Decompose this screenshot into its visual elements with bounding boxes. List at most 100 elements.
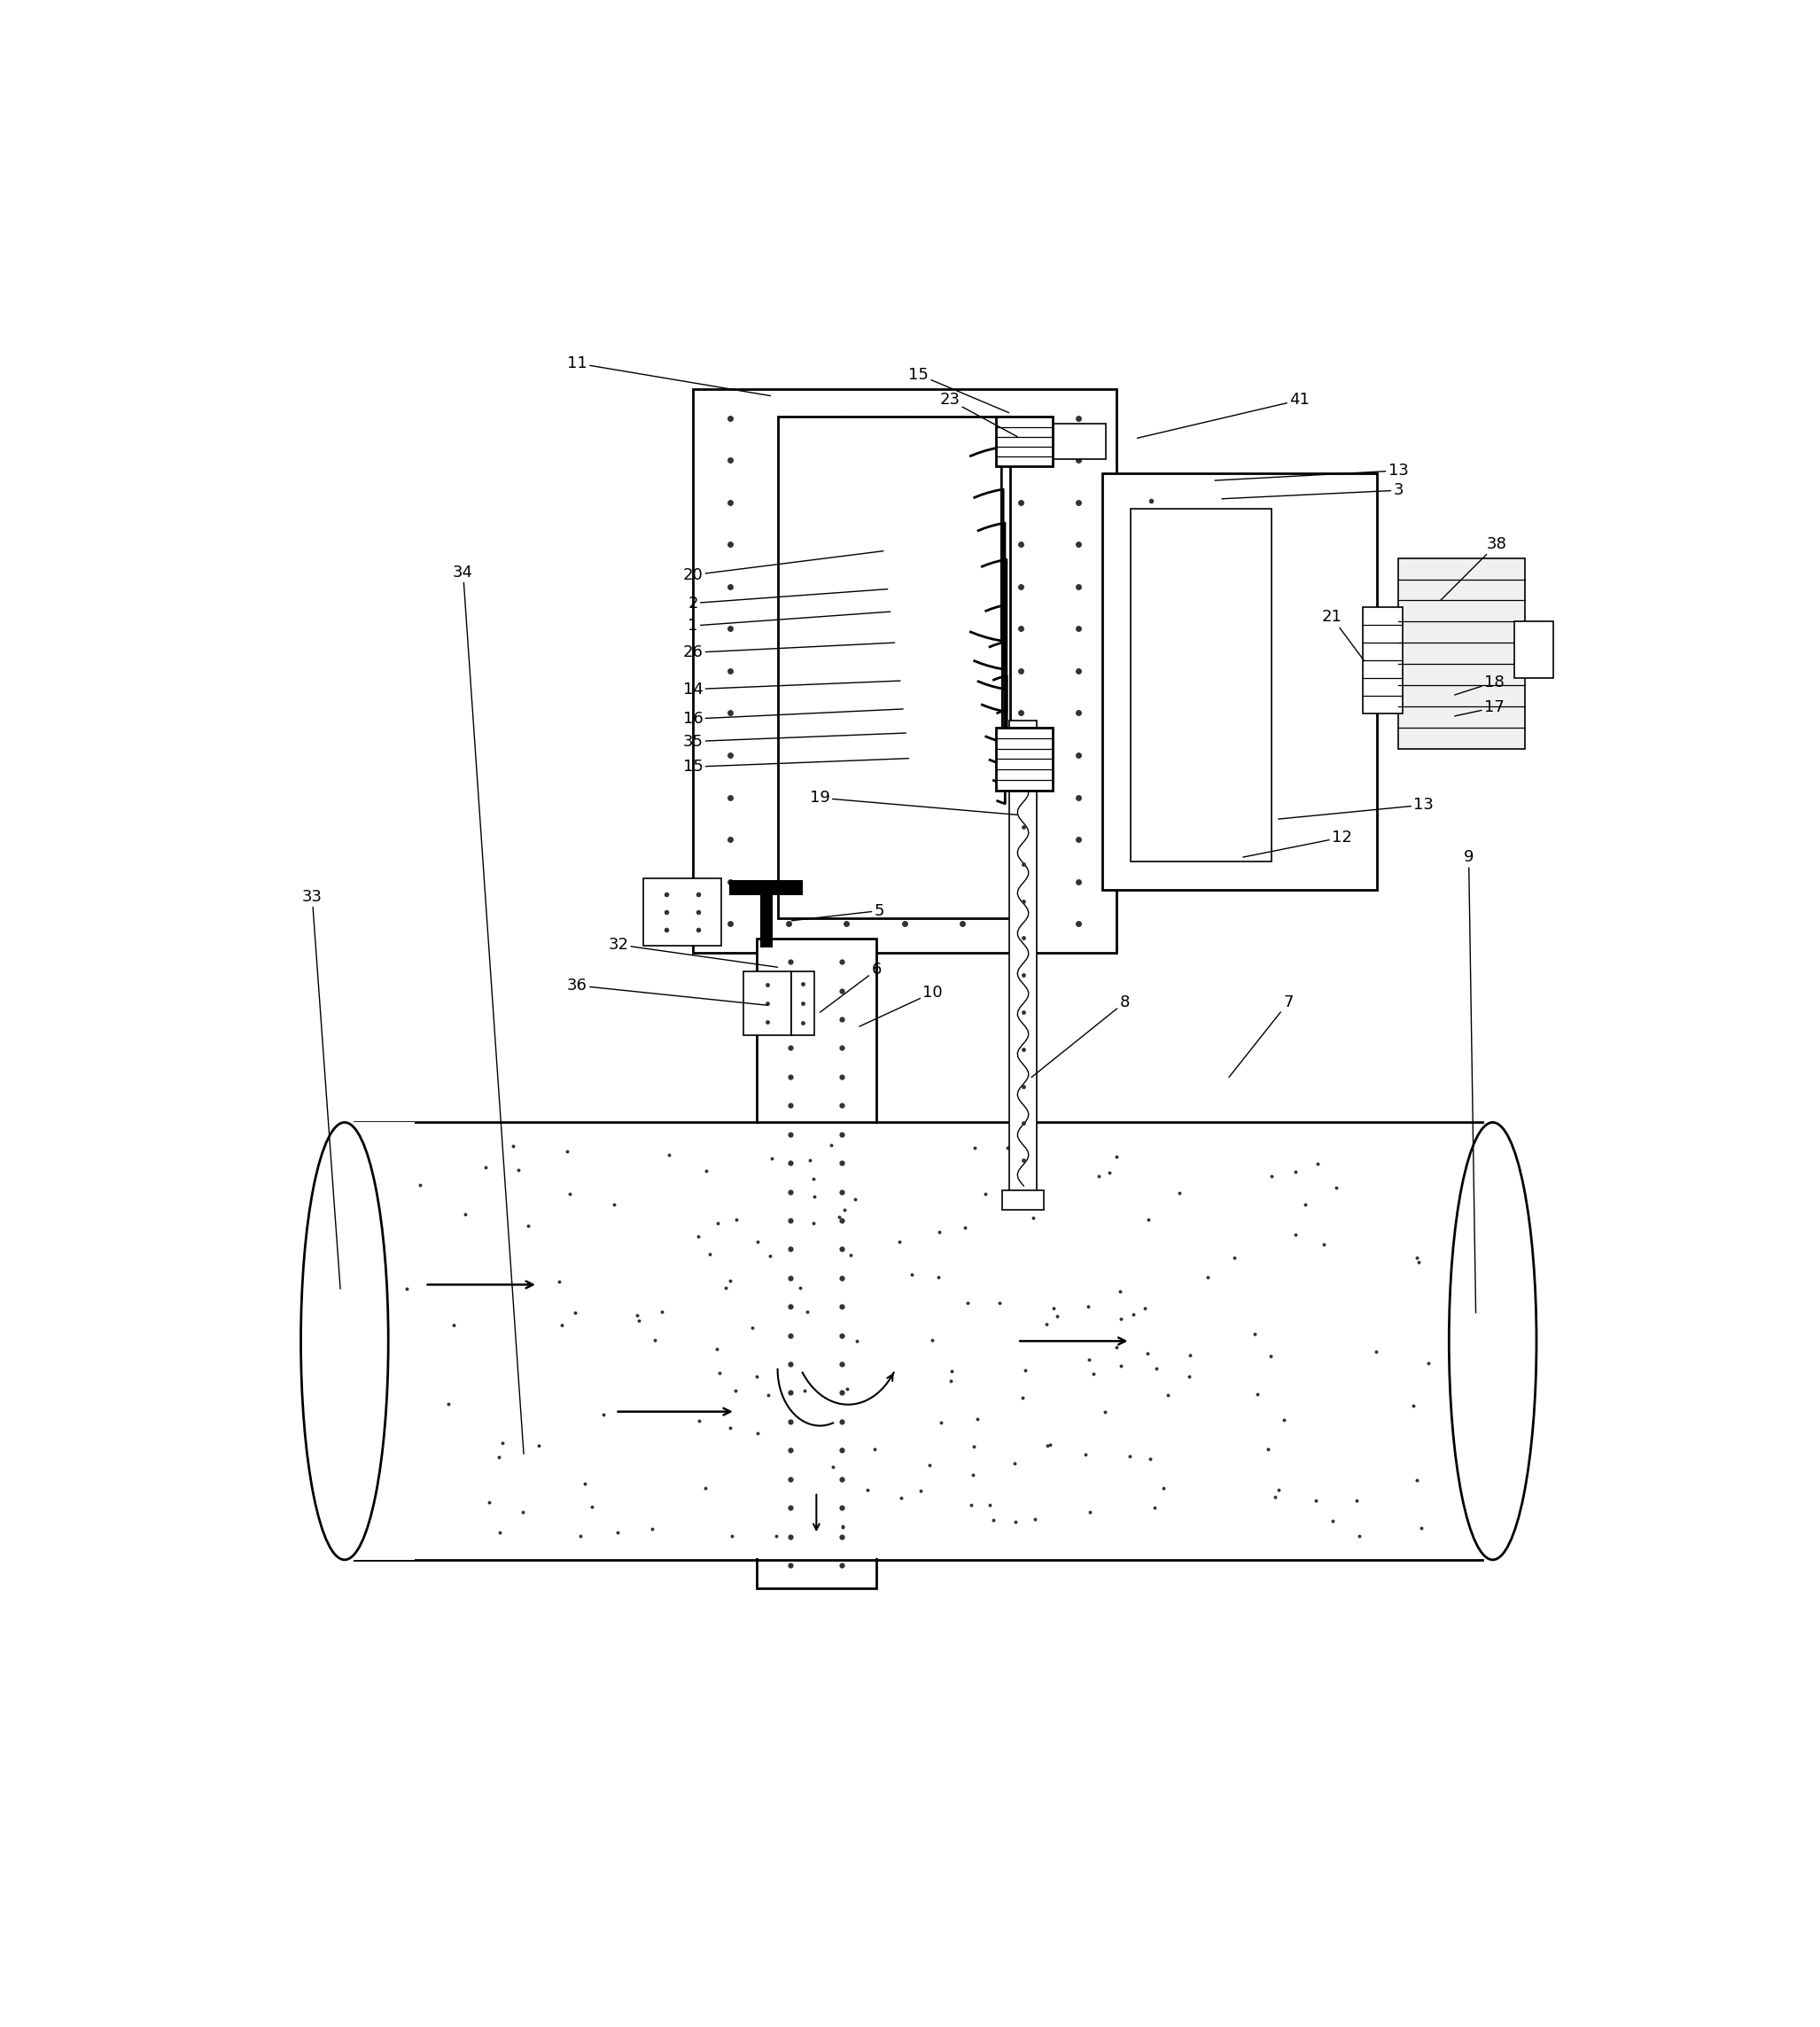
Point — [406, 1170, 435, 1202]
Point — [1361, 1336, 1390, 1368]
Point — [637, 1512, 666, 1545]
Text: 16: 16 — [682, 709, 903, 728]
Text: 17: 17 — [1454, 699, 1505, 716]
Ellipse shape — [1449, 1123, 1536, 1559]
Point — [954, 1287, 983, 1320]
Bar — [644, 878, 721, 947]
Point — [737, 1311, 766, 1344]
Point — [1076, 1496, 1105, 1528]
Point — [743, 1360, 772, 1393]
Point — [963, 1403, 992, 1435]
Text: 13: 13 — [1216, 462, 1409, 480]
Point — [508, 1496, 537, 1528]
Point — [692, 1153, 721, 1186]
Bar — [1130, 509, 1270, 861]
Point — [1281, 1218, 1310, 1251]
Point — [861, 1433, 890, 1466]
Text: 33: 33 — [302, 888, 340, 1289]
Point — [799, 1206, 828, 1238]
Point — [717, 1520, 746, 1553]
Text: 23: 23 — [939, 391, 1017, 436]
Text: 26: 26 — [682, 643, 895, 661]
Point — [1269, 1403, 1298, 1435]
Bar — [744, 971, 792, 1036]
Point — [819, 1451, 848, 1484]
Point — [1321, 1172, 1350, 1204]
Point — [475, 1486, 504, 1518]
Point — [602, 1516, 632, 1549]
Bar — [693, 389, 1116, 953]
Bar — [761, 880, 774, 947]
Point — [1032, 1429, 1061, 1461]
Point — [499, 1131, 528, 1163]
Point — [1090, 1395, 1119, 1427]
Point — [601, 1188, 630, 1220]
Point — [1019, 1202, 1048, 1234]
Point — [590, 1399, 619, 1431]
Point — [897, 1259, 926, 1291]
Point — [757, 1141, 786, 1174]
Bar — [344, 1123, 1492, 1559]
Text: 9: 9 — [1463, 849, 1476, 1313]
Bar — [757, 939, 877, 1587]
Point — [1134, 1204, 1163, 1236]
Text: 2: 2 — [688, 590, 888, 612]
Point — [1154, 1378, 1183, 1411]
Bar — [777, 418, 1010, 918]
Point — [439, 1309, 468, 1342]
Text: 15: 15 — [682, 758, 908, 774]
Point — [801, 1180, 830, 1212]
Point — [555, 1178, 584, 1210]
Point — [715, 1411, 744, 1443]
Point — [828, 1510, 857, 1543]
Point — [1290, 1188, 1319, 1220]
Bar — [1001, 424, 1107, 460]
Text: 5: 5 — [792, 902, 885, 920]
Point — [1139, 1492, 1168, 1524]
Point — [979, 1504, 1008, 1536]
Point — [484, 1441, 513, 1474]
Point — [577, 1490, 606, 1522]
Point — [695, 1238, 724, 1271]
Point — [1281, 1155, 1310, 1188]
Point — [906, 1474, 935, 1506]
Point — [1243, 1378, 1272, 1411]
Point — [1001, 1506, 1030, 1538]
Point — [435, 1386, 464, 1419]
Point — [622, 1299, 652, 1332]
Point — [690, 1472, 719, 1504]
Point — [1403, 1247, 1432, 1279]
Point — [1008, 1382, 1037, 1415]
Point — [1341, 1484, 1370, 1516]
Point — [488, 1427, 517, 1459]
Point — [1074, 1344, 1103, 1376]
Point — [1400, 1388, 1429, 1421]
Text: 36: 36 — [568, 977, 768, 1005]
Point — [1136, 1443, 1165, 1476]
Text: 7: 7 — [1228, 995, 1294, 1076]
Point — [1010, 1354, 1039, 1386]
Point — [1261, 1482, 1290, 1514]
Point — [1074, 1291, 1103, 1324]
Point — [957, 1457, 986, 1490]
Point — [712, 1271, 741, 1303]
Point — [1070, 1437, 1099, 1470]
Point — [524, 1429, 553, 1461]
Point — [1256, 1340, 1285, 1372]
Point — [1256, 1159, 1285, 1192]
Point — [794, 1295, 823, 1328]
Point — [566, 1520, 595, 1553]
Point — [513, 1210, 542, 1243]
Point — [471, 1151, 500, 1184]
Point — [715, 1265, 744, 1297]
Point — [1176, 1340, 1205, 1372]
Bar — [1008, 720, 1037, 1194]
Point — [976, 1490, 1005, 1522]
Point — [1174, 1360, 1203, 1393]
Point — [1239, 1318, 1269, 1350]
Text: 32: 32 — [608, 936, 777, 967]
Text: 1: 1 — [688, 612, 890, 634]
Point — [648, 1295, 677, 1328]
Point — [917, 1324, 946, 1356]
Point — [1309, 1228, 1338, 1261]
